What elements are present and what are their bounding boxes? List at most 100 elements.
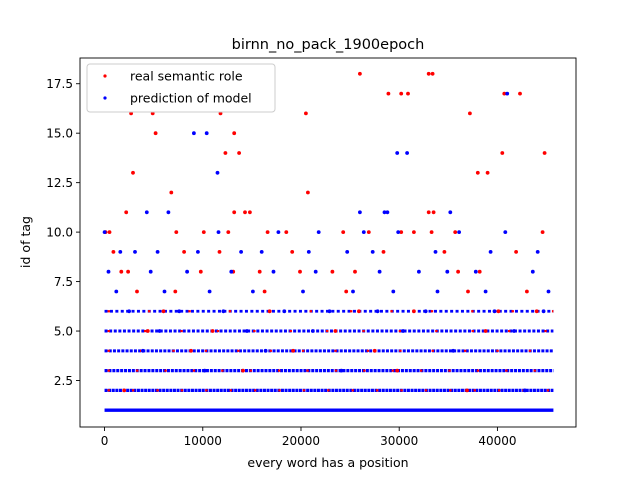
data-point (114, 289, 119, 294)
data-point (232, 210, 237, 215)
data-point (122, 388, 127, 393)
data-point (345, 250, 350, 254)
data-point (370, 250, 375, 254)
data-point (301, 289, 305, 294)
data-point (534, 309, 539, 314)
data-point (457, 230, 461, 235)
data-point (276, 230, 281, 235)
data-point (126, 269, 130, 274)
series-layer (102, 71, 551, 393)
data-point (291, 348, 295, 353)
x-tick-label: 20000 (282, 434, 320, 448)
data-point (445, 269, 450, 274)
data-point (153, 131, 158, 136)
data-point (395, 151, 400, 155)
data-point (177, 309, 182, 314)
data-point (226, 230, 231, 235)
data-point (306, 190, 310, 195)
data-point (426, 210, 431, 215)
data-point (201, 230, 206, 235)
data-point (395, 368, 400, 373)
data-point (111, 250, 116, 254)
data-point (304, 111, 308, 116)
data-point (217, 250, 222, 254)
data-point (357, 309, 361, 314)
data-point (133, 250, 137, 254)
data-point (377, 269, 382, 274)
data-point (259, 250, 264, 254)
chart-title: birnn_no_pack_1900epoch (232, 37, 425, 53)
data-point (196, 250, 200, 254)
data-point (385, 210, 390, 215)
data-point (333, 329, 338, 333)
data-point (448, 210, 453, 215)
data-point (483, 289, 488, 294)
series-prediction-of-model (102, 91, 551, 393)
data-point (198, 269, 203, 274)
data-point (401, 329, 405, 333)
data-point (502, 91, 507, 96)
data-point (144, 210, 149, 215)
data-point (202, 368, 207, 373)
data-point (141, 348, 145, 353)
data-point (412, 309, 416, 314)
data-point (316, 230, 321, 235)
legend-box (86, 63, 276, 113)
data-point (372, 348, 377, 353)
data-point (396, 230, 401, 235)
data-point (503, 230, 508, 235)
legend: real semantic role prediction of model (86, 63, 276, 113)
data-point (518, 91, 522, 96)
data-point (514, 250, 518, 254)
data-point (358, 210, 362, 215)
data-point (182, 250, 187, 254)
data-point (399, 91, 404, 96)
data-point (442, 250, 447, 254)
data-point (391, 289, 396, 294)
dense-band-rows (104, 309, 554, 412)
data-point (429, 230, 434, 235)
data-point (523, 388, 527, 393)
data-point (189, 348, 193, 353)
x-tick-label: 0 (101, 434, 109, 448)
data-point (192, 131, 196, 136)
data-point (223, 151, 228, 155)
data-point (161, 309, 166, 314)
data-point (282, 309, 287, 314)
data-point (148, 269, 153, 274)
data-point (505, 91, 510, 96)
data-point (465, 388, 469, 393)
data-point (361, 230, 366, 235)
y-tick-label: 12.5 (46, 176, 73, 190)
legend-marker-prediction (103, 96, 107, 100)
data-point (135, 289, 139, 294)
data-point (546, 289, 551, 294)
data-point (185, 269, 190, 274)
x-axis: 0 10000 20000 30000 40000 (101, 427, 517, 448)
data-point (127, 309, 131, 314)
data-point (475, 170, 480, 175)
data-point (166, 210, 171, 215)
data-point (351, 289, 355, 294)
data-point (207, 289, 212, 294)
data-point (267, 309, 272, 314)
data-point (106, 269, 111, 274)
data-point (541, 309, 546, 314)
data-point (131, 170, 135, 175)
data-point (375, 309, 380, 314)
data-point (535, 250, 540, 254)
data-point (456, 269, 460, 274)
data-point (271, 269, 276, 274)
data-point (155, 250, 160, 254)
data-point (453, 230, 458, 235)
data-point (257, 269, 262, 274)
x-tick-label: 40000 (478, 434, 516, 448)
data-point (399, 230, 404, 235)
data-point (245, 329, 249, 333)
data-point (290, 250, 295, 254)
data-point (221, 309, 226, 314)
data-point (298, 269, 302, 274)
x-tick-label: 10000 (184, 434, 222, 448)
data-point (241, 368, 245, 373)
